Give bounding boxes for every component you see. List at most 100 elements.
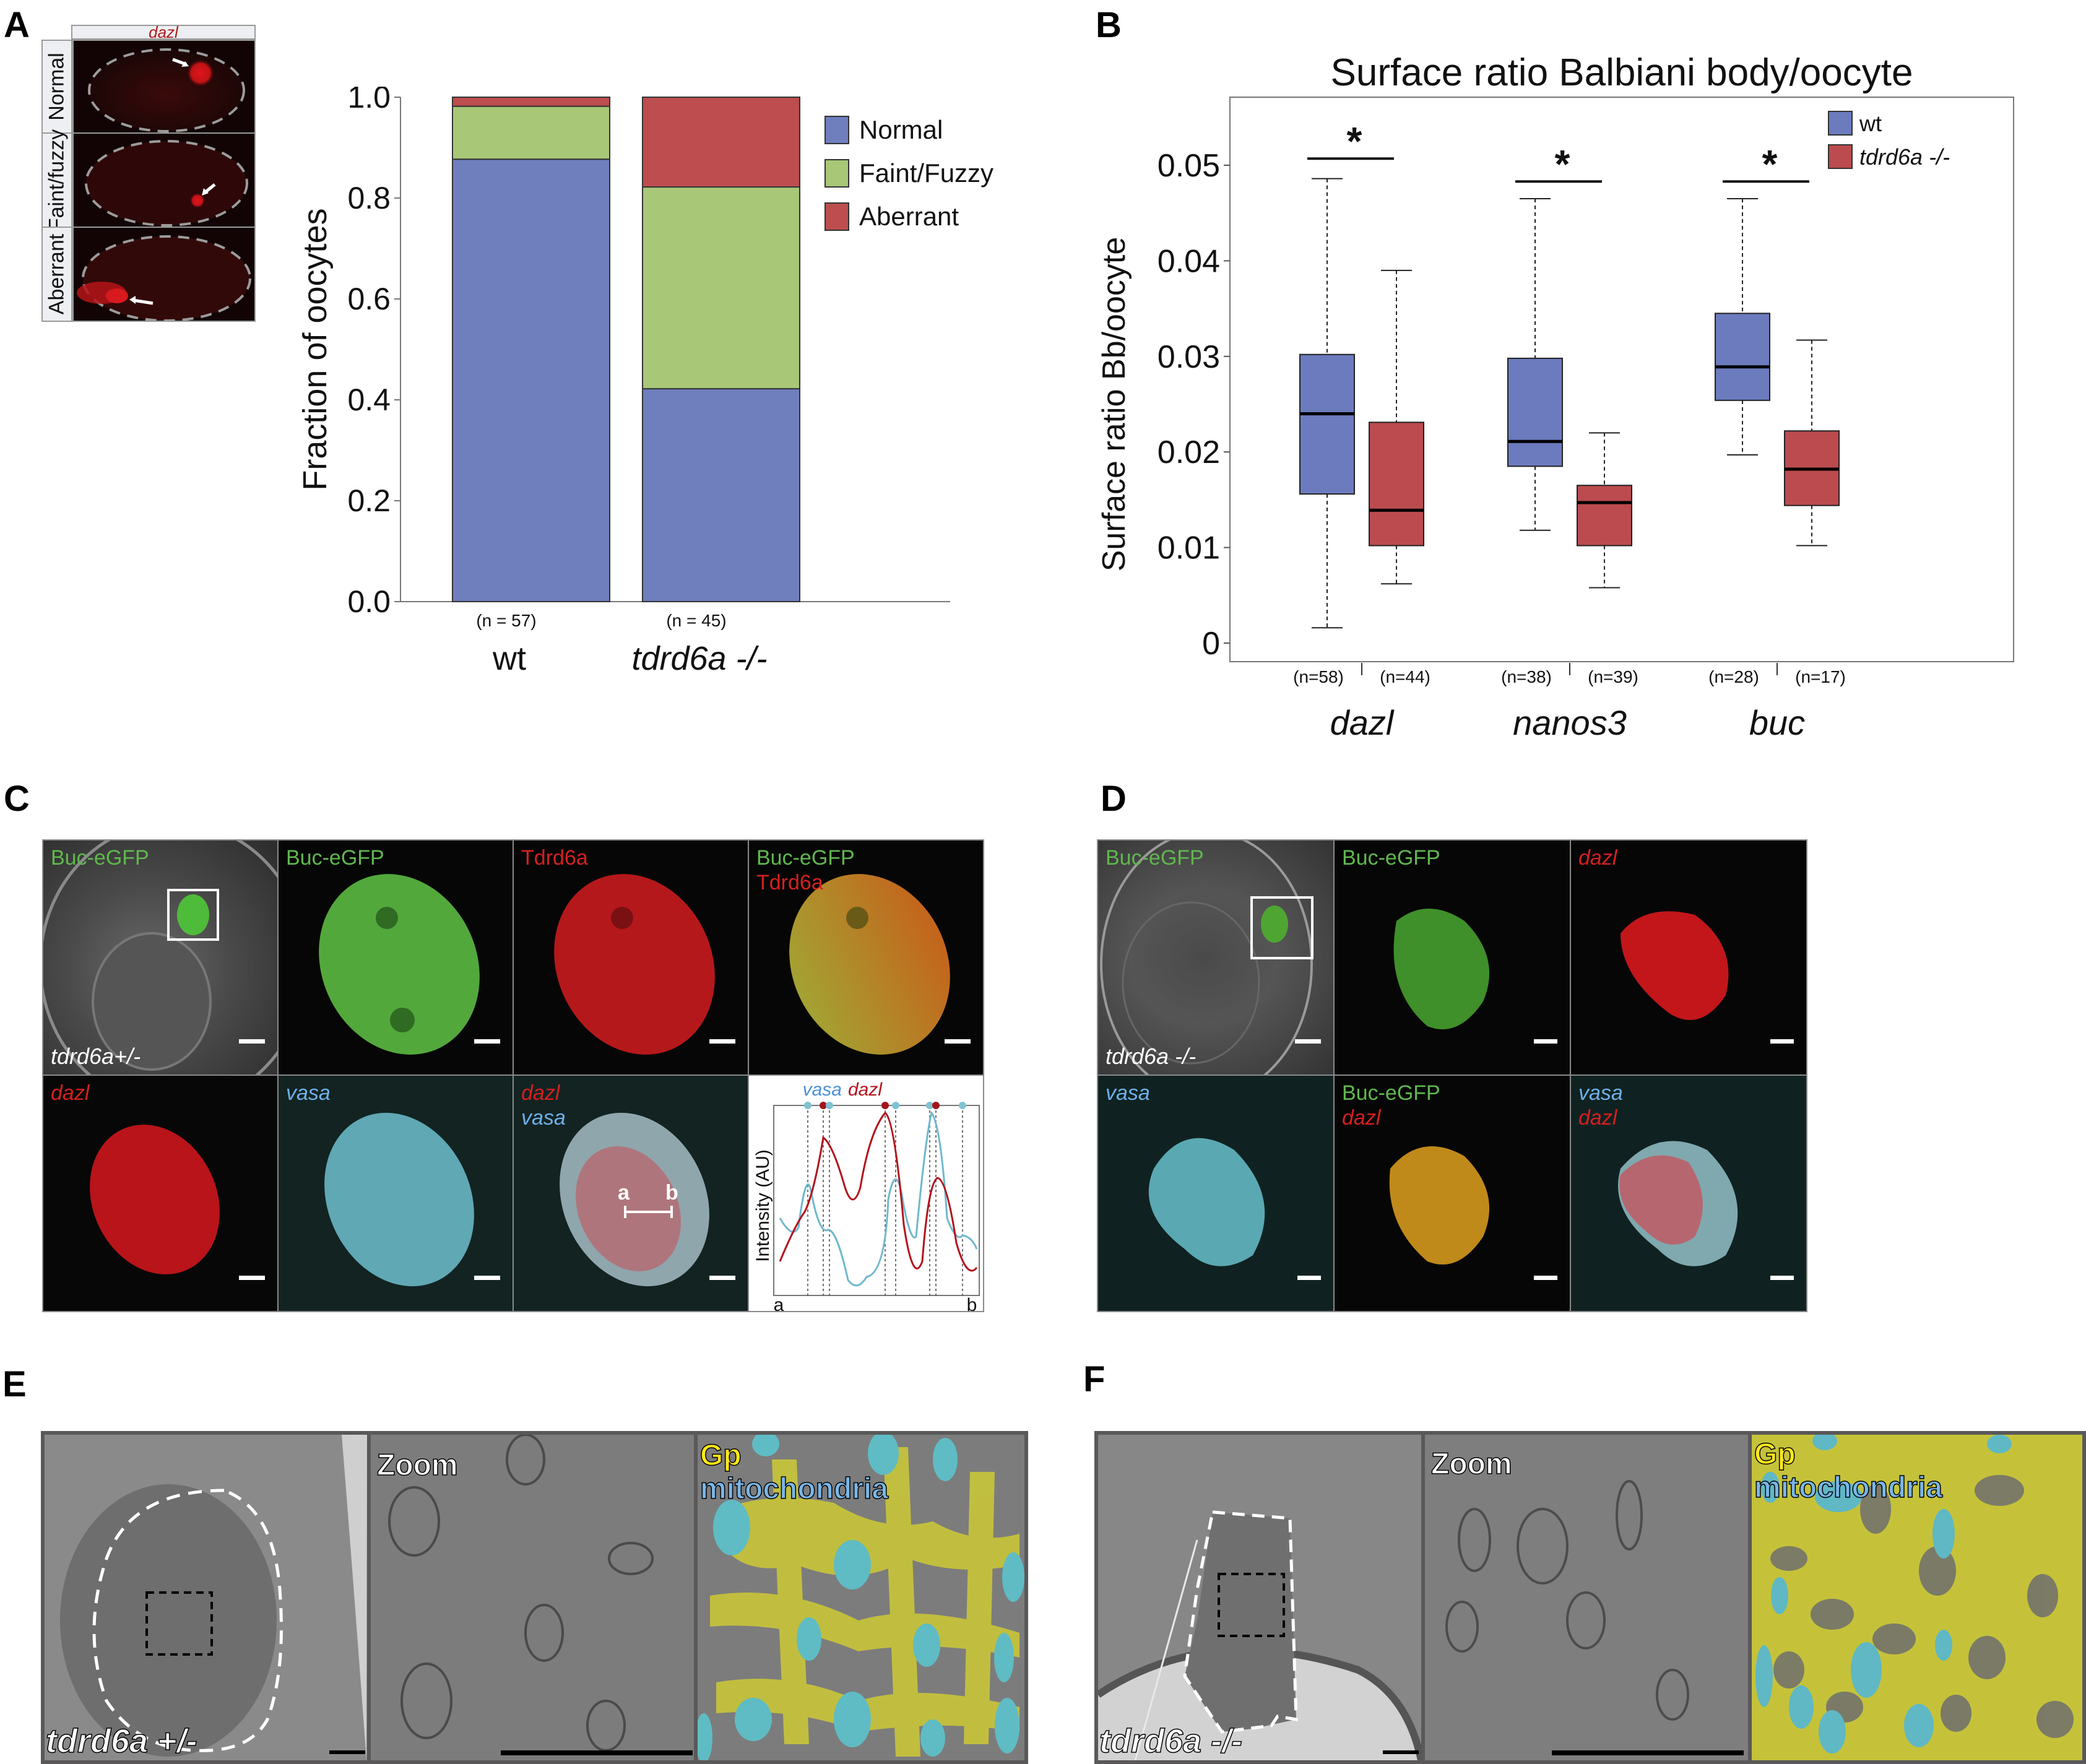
n-label: (n=17): [1795, 667, 1846, 686]
x-category-label: wt: [492, 640, 526, 677]
legend-swatch: [824, 159, 849, 188]
oocyte-image-aberrant: [72, 227, 256, 322]
legend-label: tdrd6a -/-: [1859, 144, 1950, 170]
y-axis-label: Fraction of oocytes: [296, 208, 334, 490]
channel-label: dazl: [1578, 1106, 1617, 1130]
vasa-profile-line: [779, 1110, 978, 1287]
channel-label-group: dazl vasa: [521, 1081, 566, 1130]
bar-segment-normal: [452, 158, 610, 603]
scale-bar: [1770, 1039, 1794, 1044]
scale-bar: [945, 1039, 971, 1044]
channel-label: Buc-eGFP: [1106, 846, 1204, 870]
channel-label: vasa: [286, 1081, 331, 1105]
n-label: (n=28): [1708, 667, 1759, 686]
y-axis-label: Surface ratio Bb/oocyte: [1096, 237, 1132, 572]
channel-label-group: Buc-eGFP dazl: [1342, 1081, 1440, 1130]
panel-c-merge-buc-tdrd6a: Buc-eGFP Tdrd6a: [748, 839, 984, 1076]
bar-segment-normal: [642, 388, 800, 602]
panel-e-em-frame: tdrd6a +/- Zoom: [41, 1431, 1028, 1764]
scale-bar: [474, 1276, 500, 1280]
y-axis-label: Intensity (AU): [753, 1149, 773, 1262]
em-overview-image: tdrd6a -/-: [1098, 1435, 1421, 1760]
x-category-label: dazl: [1330, 703, 1395, 737]
legend-swatch: [824, 116, 849, 144]
em-segmentation-image: Gp mitochondria: [698, 1435, 1024, 1760]
legend-label: Faint/Fuzzy: [859, 158, 993, 188]
scale-bar: [239, 1276, 265, 1280]
y-tick-label: 1.0: [347, 87, 391, 115]
legend-label: Normal: [859, 115, 943, 144]
bar-segment-aberrant: [642, 97, 800, 188]
panel-d-vasa: vasa: [1097, 1074, 1335, 1312]
legend-swatch: [1828, 111, 1853, 136]
channel-label: Buc-eGFP: [286, 846, 384, 870]
genotype-label: tdrd6a -/-: [1106, 1044, 1197, 1069]
bar-segment-faint-fuzzy: [452, 105, 610, 160]
panel-d-merge-vasa-dazl: vasa dazl: [1570, 1074, 1807, 1312]
box-wt-nanos3: [1507, 357, 1563, 467]
panel-c-buc-egfp: Buc-eGFP: [277, 839, 514, 1076]
panel-letter-f: F: [1083, 1359, 1106, 1399]
significance-star: *: [1762, 142, 1778, 186]
box-tdrd6a-nanos3: [1577, 485, 1632, 547]
scale-bar: [239, 1039, 265, 1044]
chart-title: Surface ratio Balbiani body/oocyte: [1331, 51, 1913, 94]
scale-bar: [1534, 1276, 1557, 1280]
x-end-label: b: [967, 1295, 977, 1312]
panel-a-row-label-aberrant: Aberrant: [41, 227, 72, 322]
peak-marker-dot: [892, 1102, 899, 1109]
peak-marker-dot: [826, 1102, 833, 1109]
zoom-label: Zoom: [1430, 1447, 1512, 1481]
overlay-label-mitochondria: mitochondria: [699, 1472, 889, 1506]
legend-swatch: [1828, 144, 1853, 169]
genotype-label: tdrd6a +/-: [45, 1722, 197, 1760]
channel-label: vasa: [1578, 1081, 1623, 1105]
em-segmentation-image: Gp mitochondria: [1752, 1435, 2082, 1760]
legend-swatch: [824, 202, 849, 231]
channel-label: dazl: [521, 1081, 560, 1105]
panel-letter-e: E: [2, 1364, 27, 1404]
y-tick-label: 0.02: [1158, 435, 1220, 470]
channel-label: Buc-eGFP: [51, 846, 149, 870]
x-category-label: nanos3: [1513, 703, 1627, 737]
channel-label-group: Buc-eGFP Tdrd6a: [756, 845, 855, 895]
intensity-profile-plot: vasa dazl Intensity (AU) a b: [748, 1074, 984, 1312]
channel-label: Buc-eGFP: [756, 846, 855, 870]
overlay-label-mitochondria: mitochondria: [1754, 1471, 1943, 1505]
bar-segment-aberrant: [452, 97, 610, 107]
genotype-label: tdrd6a+/-: [51, 1044, 141, 1069]
genotype-label: tdrd6a -/-: [1099, 1722, 1243, 1760]
panel-a-row-label-normal: Normal: [41, 40, 72, 134]
panel-d-merge-buc-dazl: Buc-eGFP dazl: [1333, 1074, 1571, 1312]
y-tick-label: 0.8: [347, 181, 391, 215]
x-category-label: tdrd6a -/-: [631, 640, 767, 677]
y-tick-label: 0.0: [347, 584, 391, 619]
peak-marker-dot: [932, 1102, 940, 1109]
significance-star: *: [1347, 119, 1362, 163]
n-label: (n=39): [1588, 667, 1638, 686]
plot-frame: [1229, 97, 2014, 662]
dazl-profile-line: [779, 1111, 978, 1272]
panel-f-em-frame: tdrd6a -/- Zoom: [1094, 1431, 2086, 1764]
panel-c-tdrd6a: Tdrd6a: [513, 839, 749, 1076]
channel-label: Buc-eGFP: [1342, 846, 1440, 870]
channel-label: Buc-eGFP: [1342, 1081, 1440, 1105]
box-tdrd6a-dazl: [1369, 422, 1424, 547]
peak-marker-dot: [926, 1102, 933, 1109]
y-tick-label: 0.2: [347, 483, 391, 518]
box-wt-buc: [1715, 313, 1770, 401]
scale-bar: [1534, 1039, 1557, 1044]
y-tick-label: 0.04: [1158, 243, 1220, 279]
y-tick-label: 0.01: [1158, 530, 1220, 566]
panel-letter-c: C: [4, 779, 30, 819]
line-scan-start-label: a: [618, 1181, 630, 1204]
box-plot-chart: Surface ratio Balbiani body/oocyte 0 0.01 0…: [1096, 51, 2014, 737]
panel-d-buc-egfp: Buc-eGFP: [1333, 839, 1571, 1076]
row-label-text: Aberrant: [45, 233, 69, 315]
peak-marker-dot: [881, 1102, 889, 1109]
scale-bar: [1295, 1039, 1321, 1044]
channel-label: vasa: [1106, 1081, 1150, 1105]
y-tick-label: 0.4: [347, 383, 391, 417]
significance-star: *: [1555, 142, 1570, 186]
x-start-label: a: [774, 1295, 784, 1312]
